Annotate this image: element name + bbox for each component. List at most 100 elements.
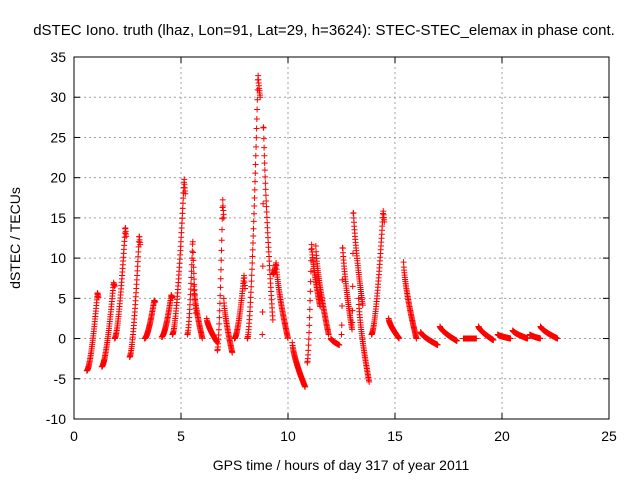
data-point [338,331,345,338]
x-axis-ticks: 0 5 10 15 20 25 [70,57,617,444]
data-point [306,322,313,329]
satellite-arc [214,196,227,354]
y-tick-label: 10 [50,250,66,266]
x-tick-label: 25 [601,428,617,444]
y-axis-ticks: -10 -5 0 5 10 15 20 25 30 35 [46,49,609,427]
satellite-arc [349,209,366,326]
data-point [215,326,222,333]
satellite-arc [141,297,159,342]
data-point [306,329,313,336]
data-point [306,314,313,321]
data-point [247,289,254,296]
data-point [413,335,420,342]
data-point [253,134,260,141]
data-point [263,209,270,216]
x-tick-label: 20 [494,428,510,444]
data-point [306,306,313,313]
data-point [179,210,186,217]
data-point [260,124,267,131]
data-point [248,266,255,273]
satellite-arc [126,233,144,361]
data-point [350,209,357,216]
y-tick-label: 0 [58,331,66,347]
data-point [248,272,255,279]
data-point [250,232,257,239]
data-point [248,278,255,285]
data-point [190,249,197,256]
data-point [218,247,225,254]
satellite-arc [83,289,102,374]
chart-title: dSTEC Iono. truth (lhaz, Lon=91, Lat=29,… [33,22,615,39]
satellite-arc [327,335,343,348]
data-point [554,335,561,342]
satellite-arc [338,244,356,338]
data-point [180,195,187,202]
y-tick-label: 25 [50,129,66,145]
data-point [217,275,224,282]
data-point [169,294,176,301]
data-point [263,203,270,210]
satellite-arc [537,323,561,342]
data-point [261,167,268,174]
data-point [349,283,356,290]
data-point [396,335,403,342]
satellite-arc [190,283,206,342]
data-point [259,331,266,338]
data-point [305,336,312,343]
satellite-arc [111,224,130,342]
data-point [262,192,269,199]
data-point [217,284,224,291]
data-point [269,316,276,323]
data-point [264,219,271,226]
data-point [259,263,266,270]
satellite-arc [98,279,118,370]
data-point [152,299,159,306]
data-point [434,341,441,348]
data-point [219,226,226,233]
data-point [252,170,259,177]
y-axis-label: dSTEC / TECUs [7,187,23,289]
data-point [302,383,309,390]
data-point [339,302,346,309]
data-point [349,307,356,314]
data-point [249,259,256,266]
data-point [359,302,366,309]
data-point [307,288,314,295]
data-point [219,204,226,211]
data-point [252,178,259,185]
data-point [251,195,258,202]
data-point [216,307,223,314]
y-tick-label: 35 [50,49,66,65]
x-tick-label: 5 [177,428,185,444]
satellite-arc [526,331,544,342]
satellite-arc [509,327,531,342]
data-point [524,335,531,342]
data-point [473,335,480,342]
data-point [507,335,514,342]
satellite-arc [220,295,236,356]
data-point [199,335,206,342]
data-point [215,332,222,339]
data-point [250,225,257,232]
data-point [339,276,346,283]
satellite-arc [259,124,276,338]
data-point [305,347,312,354]
data-point [187,286,194,293]
data-point [220,214,227,221]
satellite-arc [475,323,497,344]
data-point [95,294,102,301]
data-point [248,283,255,290]
data-series [83,72,561,390]
y-tick-label: 5 [58,290,66,306]
satellite-arc [385,315,403,342]
data-point [260,135,267,142]
x-tick-label: 0 [70,428,78,444]
data-point [216,320,223,327]
satellite-arc [494,331,514,342]
data-point [262,180,269,187]
data-point [250,218,257,225]
data-point [251,202,258,209]
data-point [263,214,270,221]
data-point [179,200,186,207]
